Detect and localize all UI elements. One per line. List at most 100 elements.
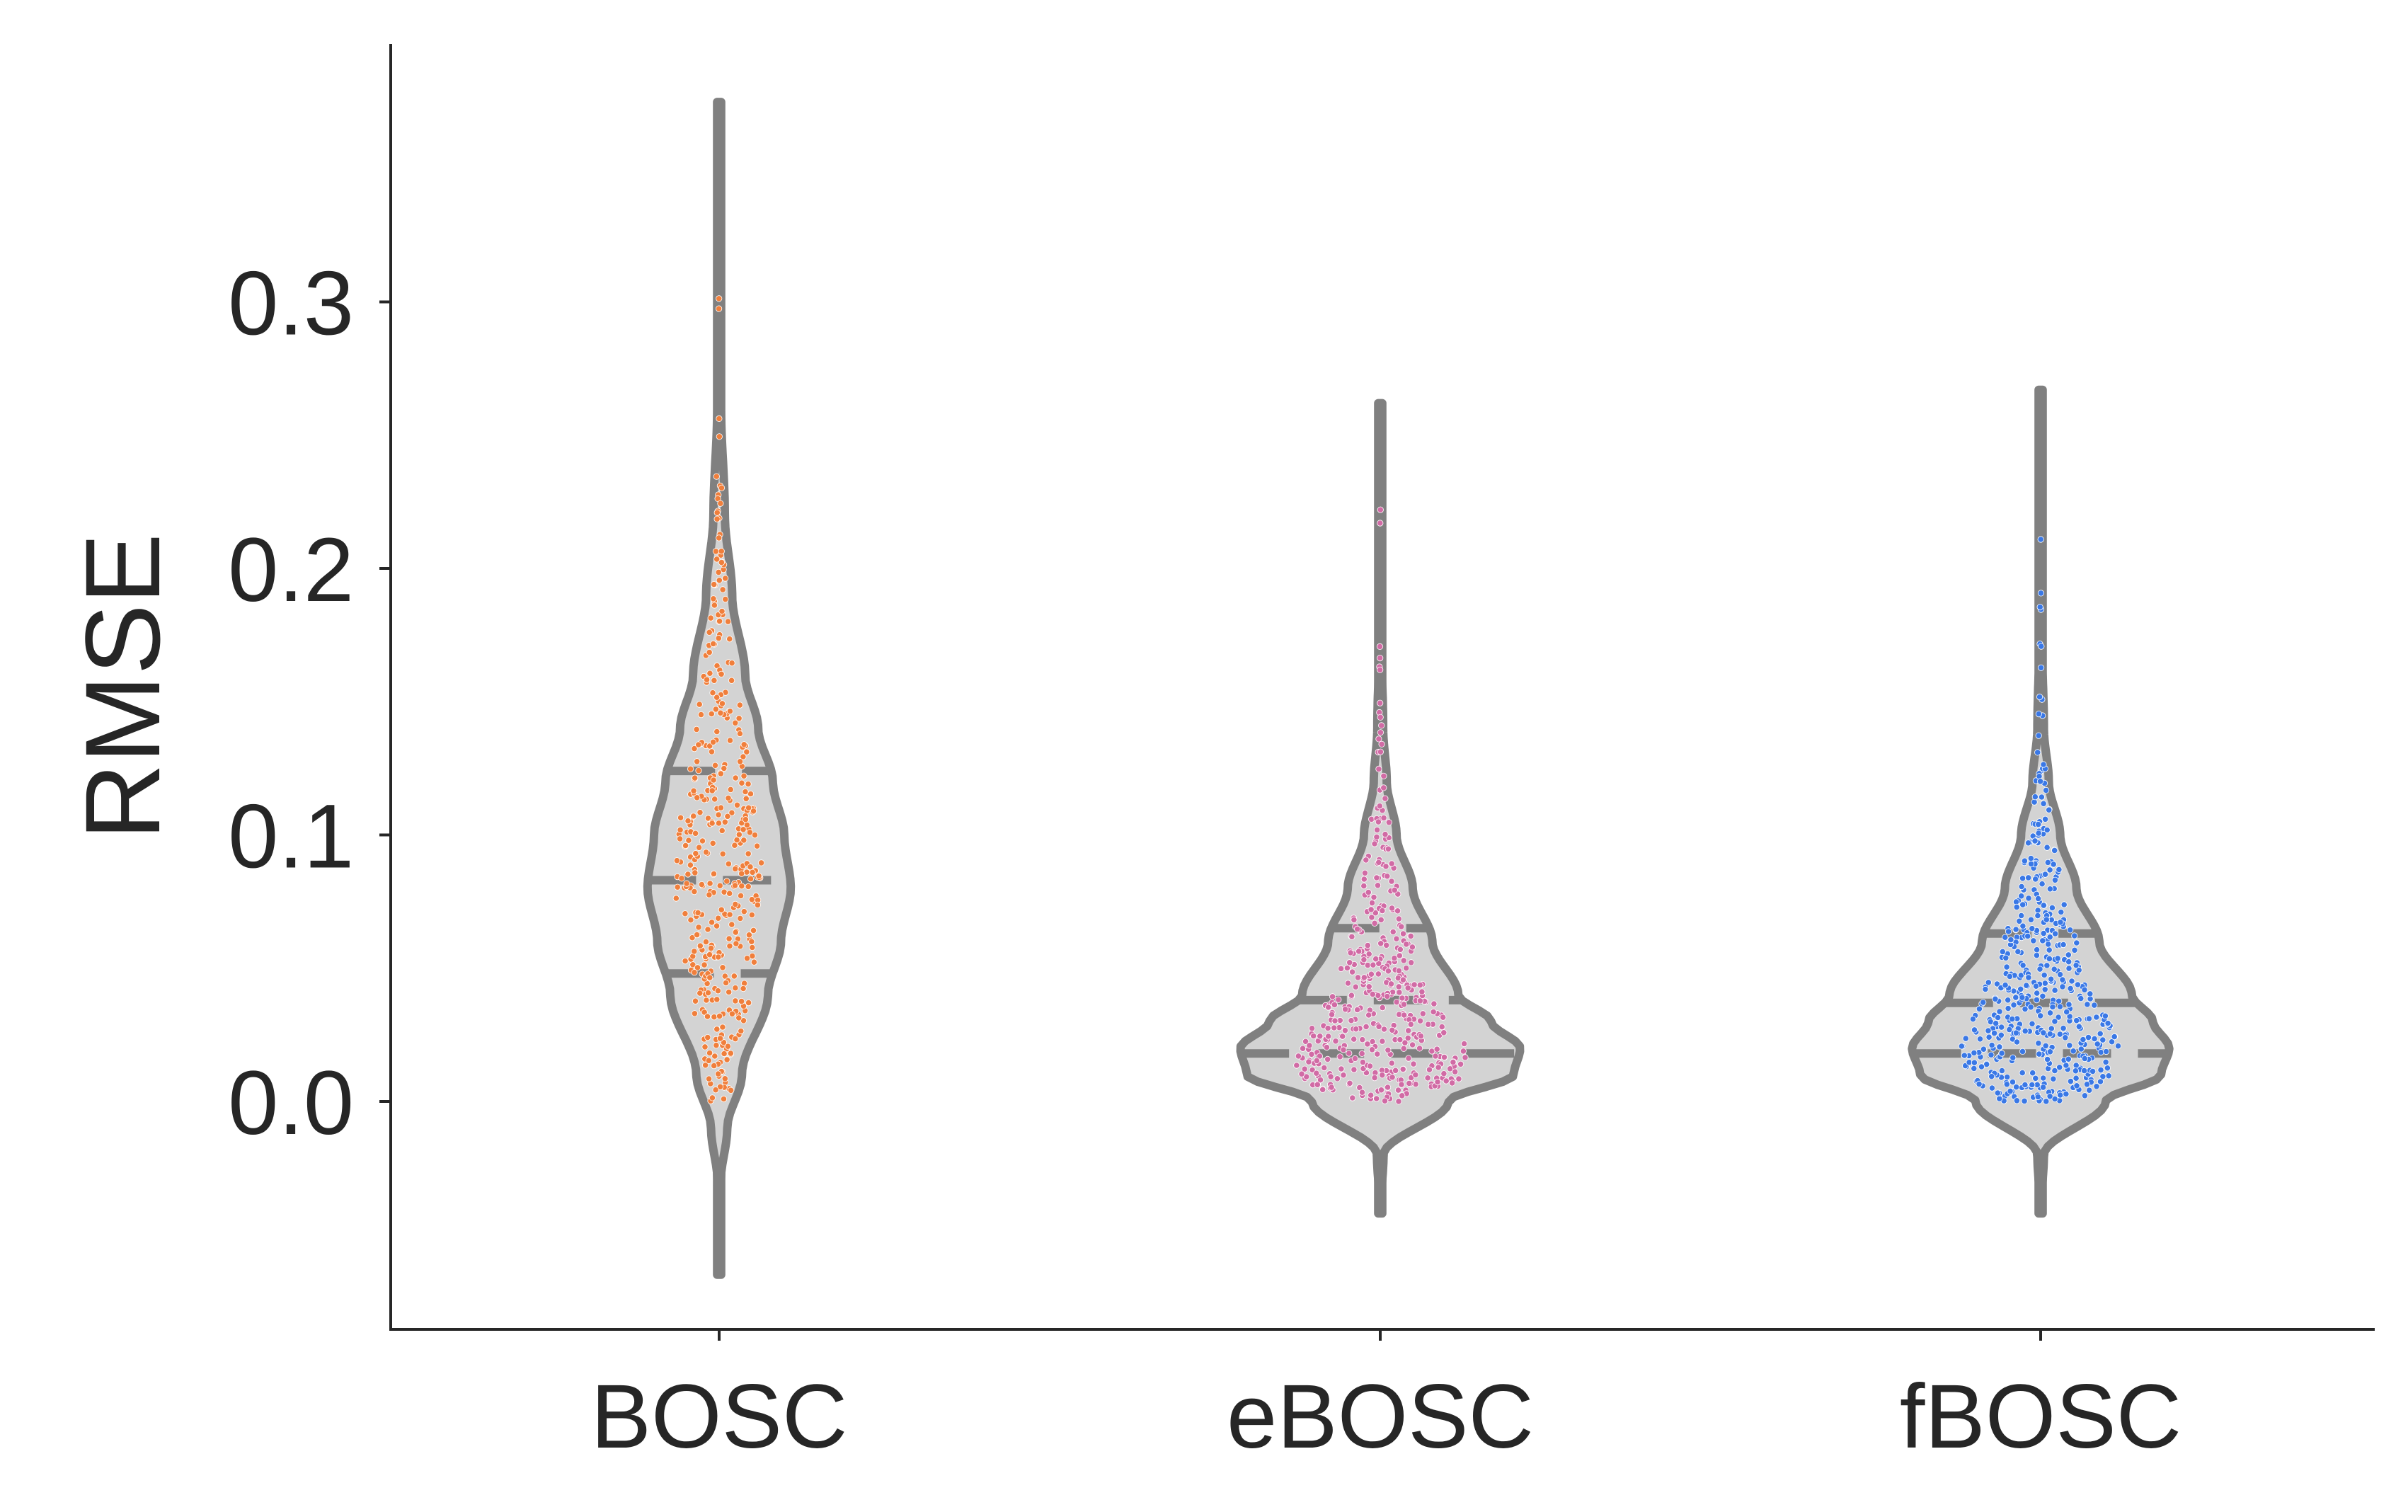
data-point	[715, 1070, 722, 1077]
y-axis-label: RMSE	[63, 533, 182, 840]
data-point	[709, 820, 716, 827]
data-point	[1976, 1005, 1983, 1012]
data-point	[1293, 1062, 1300, 1069]
data-point	[1426, 1066, 1433, 1073]
data-point	[1440, 1070, 1447, 1077]
data-point	[709, 738, 717, 745]
data-point	[1395, 915, 1402, 922]
data-point	[1358, 1050, 1365, 1058]
data-point	[712, 706, 719, 713]
data-point	[708, 919, 716, 926]
data-point	[1351, 1066, 1358, 1073]
data-point	[1384, 845, 1392, 852]
data-point	[713, 1026, 721, 1033]
data-point	[2109, 1038, 2116, 1046]
data-point	[1409, 1041, 1416, 1048]
data-point	[2073, 939, 2080, 946]
data-point	[1401, 1012, 1408, 1019]
data-point	[1396, 989, 1403, 996]
data-point	[742, 816, 750, 823]
data-point	[1338, 965, 1345, 973]
data-point	[716, 1083, 724, 1090]
data-point	[1374, 1050, 1381, 1058]
data-point	[745, 850, 752, 857]
data-point	[2037, 536, 2044, 543]
data-point	[732, 985, 739, 992]
data-point	[711, 762, 719, 769]
data-point	[2060, 901, 2068, 908]
data-point	[2033, 997, 2040, 1004]
data-point	[706, 648, 713, 656]
data-point	[2006, 1026, 2013, 1033]
x-tick-label-bosc: BOSC	[591, 1366, 848, 1467]
data-point	[726, 942, 733, 950]
data-point	[2010, 1002, 2017, 1009]
data-point	[740, 1017, 747, 1024]
data-point	[2048, 975, 2055, 983]
data-point	[1360, 876, 1368, 883]
data-point	[1383, 941, 1390, 949]
data-point	[2005, 1005, 2012, 1012]
data-point	[716, 577, 723, 584]
data-point	[1424, 1075, 1431, 1082]
data-point	[2046, 1009, 2054, 1016]
data-point	[2060, 1025, 2067, 1032]
data-point	[1336, 1053, 1343, 1060]
data-point	[2022, 1081, 2029, 1089]
data-point	[1399, 976, 1407, 983]
data-point	[1382, 795, 1389, 802]
data-point	[1339, 1033, 1346, 1040]
data-point	[740, 753, 747, 760]
data-point	[2037, 1012, 2044, 1019]
data-point	[1455, 1075, 1462, 1082]
data-point	[1461, 1040, 1468, 1048]
data-point	[2035, 732, 2042, 739]
data-point	[1368, 815, 1375, 823]
data-point	[1397, 1036, 1404, 1043]
data-point	[1374, 882, 1382, 889]
data-point	[1430, 1008, 1437, 1016]
data-point	[2081, 1055, 2088, 1063]
data-point	[2059, 983, 2066, 990]
data-point	[2057, 919, 2064, 926]
data-point	[733, 837, 740, 844]
data-point	[750, 958, 758, 966]
data-point	[2091, 1002, 2098, 1009]
data-point	[704, 990, 712, 997]
data-point	[2104, 1019, 2111, 1027]
data-point	[2056, 997, 2063, 1004]
data-point	[2043, 844, 2051, 851]
data-point	[2081, 1092, 2088, 1099]
data-point	[2114, 1043, 2122, 1050]
data-point	[1375, 992, 1382, 999]
data-point	[1367, 1063, 1374, 1070]
data-point	[691, 969, 698, 976]
data-point	[706, 629, 713, 636]
violin-body-fbosc	[1908, 385, 2174, 1218]
data-point	[692, 997, 699, 1004]
data-point	[1375, 960, 1382, 967]
data-point	[720, 1095, 728, 1103]
data-point	[2094, 1041, 2101, 1048]
data-point	[1380, 814, 1387, 822]
data-point	[2097, 1030, 2104, 1037]
data-point	[2085, 1034, 2092, 1041]
data-point	[1440, 1053, 1448, 1061]
data-point	[721, 764, 728, 772]
data-point	[1417, 1033, 1425, 1040]
data-point	[2035, 1040, 2042, 1047]
data-point	[2025, 874, 2032, 881]
data-point	[723, 878, 730, 885]
data-point	[1958, 1043, 1965, 1050]
data-point	[1961, 1052, 1968, 1059]
data-point	[1985, 1027, 1992, 1034]
data-point	[718, 484, 726, 491]
data-point	[2074, 981, 2081, 988]
data-point	[2077, 1046, 2085, 1053]
data-point	[1376, 643, 1384, 651]
data-point	[2019, 962, 2026, 969]
data-point	[1323, 1043, 1331, 1051]
data-point	[1373, 1095, 1380, 1102]
data-point	[1343, 964, 1351, 972]
data-point	[1988, 1084, 1995, 1092]
